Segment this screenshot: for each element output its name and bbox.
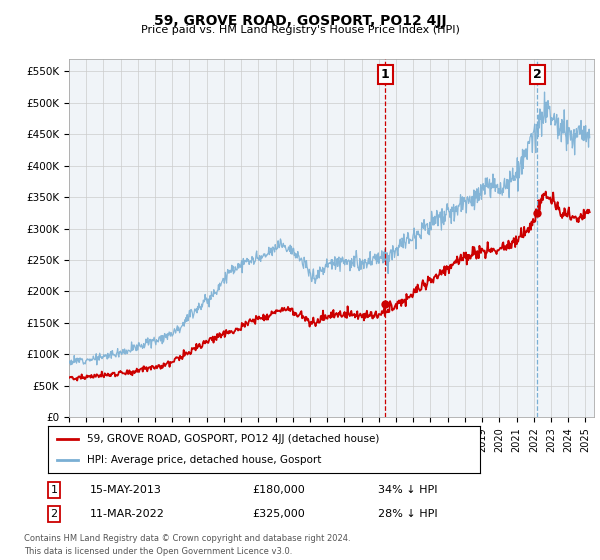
Text: HPI: Average price, detached house, Gosport: HPI: Average price, detached house, Gosp… <box>87 455 321 465</box>
Text: £180,000: £180,000 <box>252 485 305 495</box>
Text: 2: 2 <box>533 68 541 81</box>
Text: Price paid vs. HM Land Registry's House Price Index (HPI): Price paid vs. HM Land Registry's House … <box>140 25 460 35</box>
Text: 2: 2 <box>50 509 58 519</box>
Text: 1: 1 <box>381 68 389 81</box>
Text: 34% ↓ HPI: 34% ↓ HPI <box>378 485 437 495</box>
Text: 59, GROVE ROAD, GOSPORT, PO12 4JJ (detached house): 59, GROVE ROAD, GOSPORT, PO12 4JJ (detac… <box>87 434 379 444</box>
Text: 28% ↓ HPI: 28% ↓ HPI <box>378 509 437 519</box>
Text: Contains HM Land Registry data © Crown copyright and database right 2024.: Contains HM Land Registry data © Crown c… <box>24 534 350 543</box>
Text: 1: 1 <box>50 485 58 495</box>
Text: 59, GROVE ROAD, GOSPORT, PO12 4JJ: 59, GROVE ROAD, GOSPORT, PO12 4JJ <box>154 14 446 28</box>
Text: 15-MAY-2013: 15-MAY-2013 <box>90 485 162 495</box>
Text: £325,000: £325,000 <box>252 509 305 519</box>
Text: This data is licensed under the Open Government Licence v3.0.: This data is licensed under the Open Gov… <box>24 547 292 556</box>
Text: 11-MAR-2022: 11-MAR-2022 <box>90 509 165 519</box>
